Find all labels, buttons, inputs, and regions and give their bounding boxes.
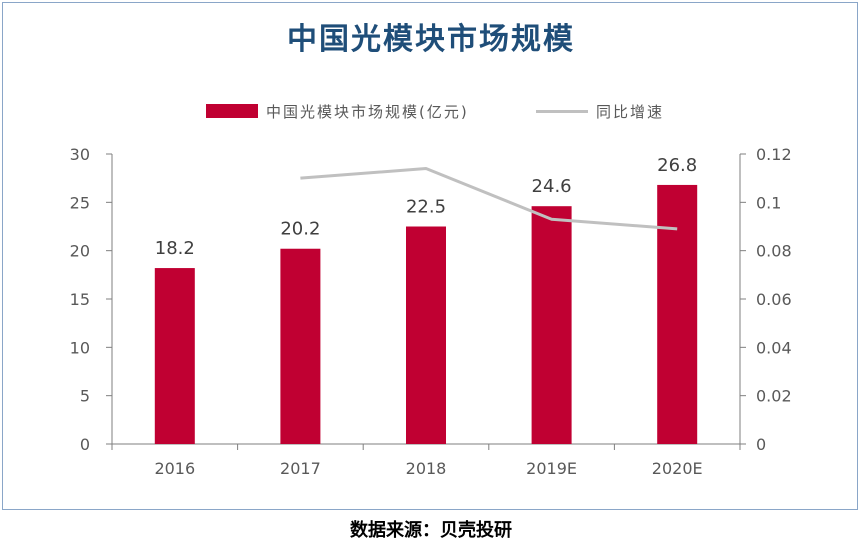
bar-data-label: 26.8: [657, 155, 697, 176]
y-left-tick-label: 10: [70, 338, 90, 357]
bar-data-label: 22.5: [406, 197, 446, 218]
y-right-tick-label: 0.02: [756, 387, 792, 406]
bar-data-label: 24.6: [532, 176, 572, 197]
y-right-tick-label: 0.04: [756, 338, 792, 357]
y-right-tick-label: 0.1: [756, 193, 781, 212]
growth-rate-line: [300, 167, 678, 231]
chart-legend: 中国光模块市场规模(亿元) 同比增速: [0, 99, 862, 123]
bar: [657, 184, 698, 444]
y-left-tick-label: 30: [70, 145, 90, 164]
bar: [154, 268, 195, 444]
x-tick-label: 2019E: [526, 459, 577, 478]
legend-label-line: 同比增速: [596, 102, 665, 121]
bar: [406, 226, 446, 444]
chart-title: 中国光模块市场规模: [287, 22, 575, 57]
y-right-tick-label: 0: [756, 435, 766, 454]
legend-label-bar: 中国光模块市场规模(亿元): [266, 102, 469, 121]
y-left-tick-label: 5: [80, 387, 90, 406]
x-tick-label: 2020E: [652, 459, 703, 478]
legend-item-line: 同比增速: [536, 99, 664, 123]
legend-swatch-line: [536, 109, 588, 113]
y-left-tick-label: 15: [70, 290, 90, 309]
legend-item-bar: 中国光模块市场规模(亿元): [206, 99, 469, 123]
bar: [531, 206, 572, 444]
bar: [280, 248, 321, 444]
y-right-tick-label: 0.12: [756, 145, 792, 164]
x-tick-label: 2017: [280, 459, 321, 478]
bar-data-label: 20.2: [280, 219, 320, 240]
y-left-tick-label: 25: [70, 193, 90, 212]
y-left-tick-label: 0: [80, 435, 90, 454]
y-left-tick-label: 20: [70, 242, 90, 261]
chart-plot: 0 5 10 15 20 25 30 0 0.02 0.04 0.06 0.08 0.1 0.12 2016…: [70, 145, 792, 478]
legend-swatch-bar: [206, 104, 258, 118]
bar-data-label: 18.2: [155, 238, 195, 259]
y-right-tick-label: 0.06: [756, 290, 792, 309]
x-tick-label: 2018: [406, 459, 447, 478]
x-tick-label: 2016: [154, 459, 195, 478]
y-right-tick-label: 0.08: [756, 242, 792, 261]
data-source: 数据来源：贝壳投研: [350, 520, 512, 541]
